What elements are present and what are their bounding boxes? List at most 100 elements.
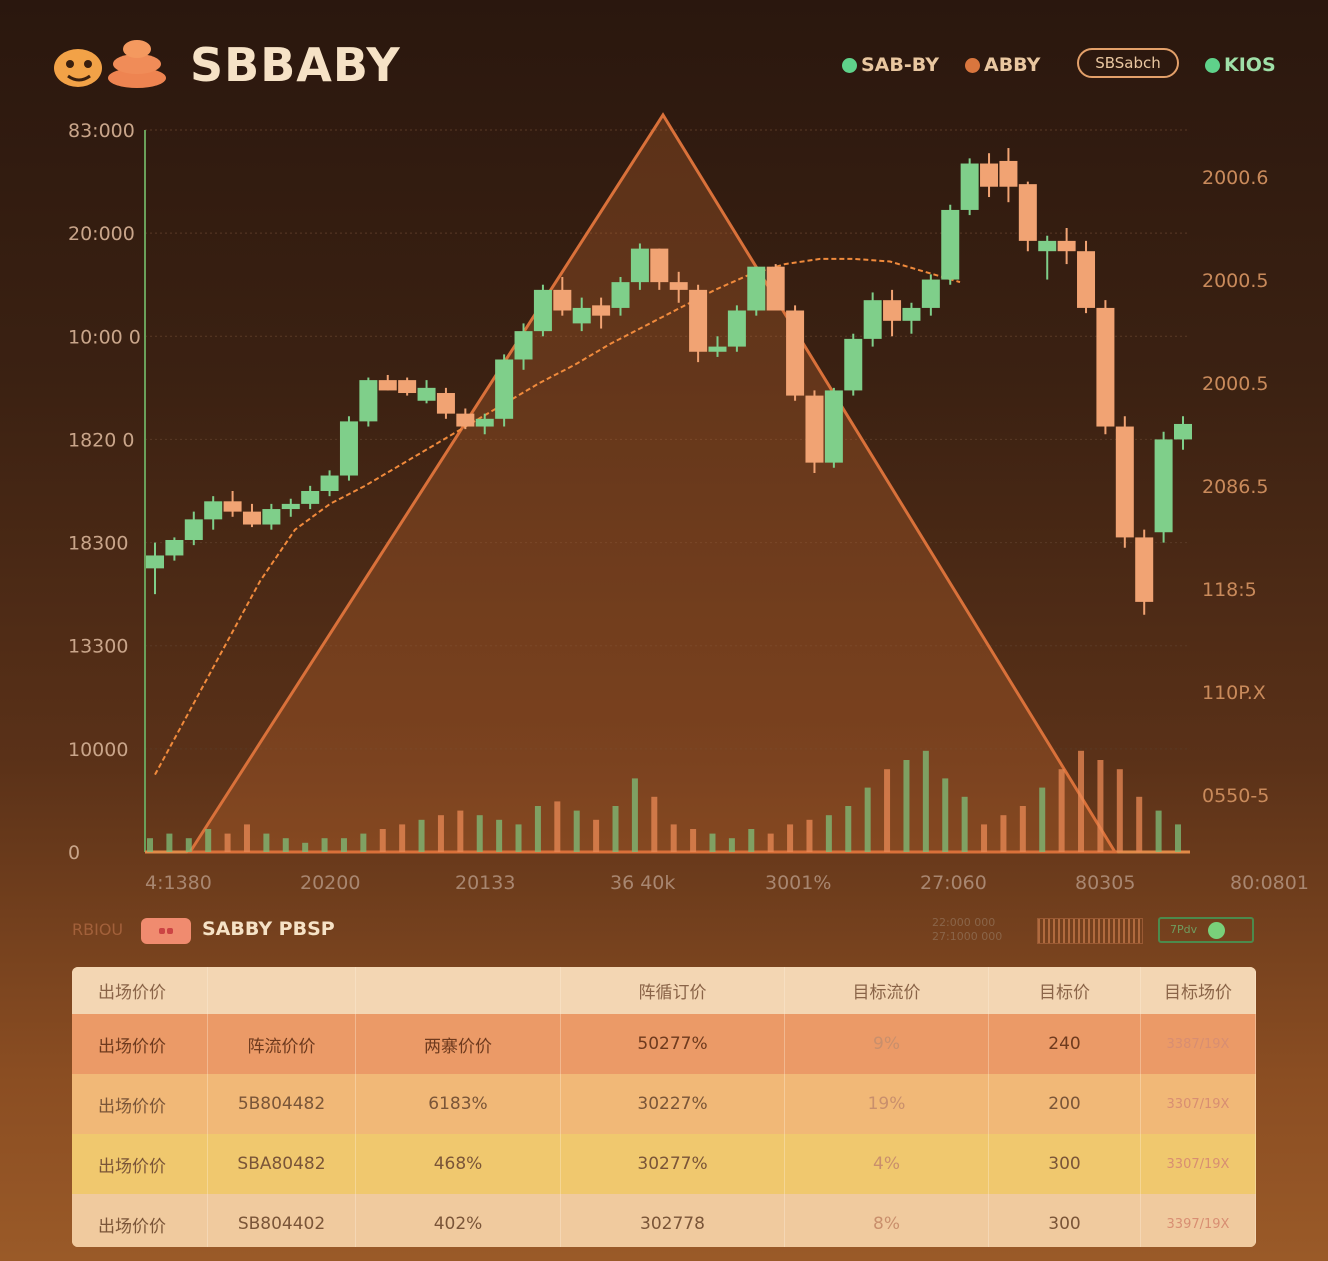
candle-body bbox=[592, 305, 611, 316]
candle-body bbox=[980, 163, 999, 187]
x-tick-label: 4:1380 bbox=[145, 872, 212, 894]
candle-body bbox=[320, 475, 339, 491]
candle-body bbox=[883, 300, 902, 321]
table-row[interactable]: 出场价价 5B804482 6183% 30227% 19% 200 3307/… bbox=[72, 1074, 1256, 1134]
candle-body bbox=[262, 509, 281, 525]
mode-toggle[interactable]: 7Pdv bbox=[1158, 917, 1254, 943]
y-tick-label: 1820 0 bbox=[68, 429, 134, 451]
candle-body bbox=[339, 421, 358, 476]
y-tick-label: 10000 bbox=[68, 739, 128, 761]
table-header: 目标场价 bbox=[1140, 967, 1256, 1014]
right-tick-label: 118:5 bbox=[1202, 579, 1257, 601]
volume-bar bbox=[1039, 787, 1046, 852]
table-cell: 468% bbox=[355, 1134, 561, 1194]
volume-bar bbox=[263, 833, 270, 852]
table-cell: 两寨价价 bbox=[355, 1014, 561, 1074]
candle-body bbox=[1135, 537, 1154, 602]
legend-dot-icon bbox=[842, 57, 857, 73]
candle-body bbox=[359, 380, 378, 422]
volume-bar bbox=[457, 810, 464, 852]
candle-body bbox=[844, 338, 863, 391]
legend-label: ABBY bbox=[984, 54, 1041, 76]
right-tick-label: 110P.X bbox=[1202, 682, 1266, 704]
candle-body bbox=[747, 266, 766, 311]
table-cell: 30277% bbox=[560, 1134, 785, 1194]
volume-bar bbox=[864, 787, 871, 852]
price-chart: 83:000 20:000 10:00 0 1820 0 18300 13300 10000… bbox=[68, 112, 1309, 894]
volume-bar bbox=[1078, 750, 1085, 852]
pair-code: RBIOU bbox=[72, 920, 124, 939]
volume-bar bbox=[690, 829, 697, 852]
volume-bar bbox=[1175, 824, 1181, 852]
volume-bar bbox=[418, 819, 425, 852]
table-cell: 240 bbox=[988, 1014, 1141, 1074]
volume-bar bbox=[767, 833, 774, 852]
volume-bar bbox=[302, 842, 309, 852]
search-button[interactable]: SBSabch bbox=[1077, 48, 1179, 78]
toggle-knob-icon bbox=[1208, 922, 1225, 939]
candle-body bbox=[146, 555, 164, 569]
moving-average-line bbox=[154, 257, 961, 776]
candle-body bbox=[921, 279, 940, 308]
candle-body bbox=[572, 307, 591, 324]
candle-body bbox=[475, 418, 494, 427]
table-row[interactable]: 出场价价 SB804402 402% 302778 8% 300 3397/19… bbox=[72, 1194, 1256, 1247]
pair-toggle-button[interactable] bbox=[141, 918, 191, 944]
volume-bar bbox=[1136, 796, 1143, 852]
table-row[interactable]: 出场价价 SBA80482 468% 30277% 4% 300 3307/19… bbox=[72, 1134, 1256, 1194]
volume-bar bbox=[981, 824, 988, 852]
volume-bar bbox=[1155, 810, 1162, 852]
app-header: SBBABY SAB-BY ABBY SBSabch KIOS bbox=[0, 0, 1328, 120]
right-tick-label: 0550-5 bbox=[1202, 785, 1269, 807]
table-cell: 5B804482 bbox=[207, 1074, 356, 1134]
x-tick-label: 36 40k bbox=[610, 872, 675, 894]
legend-item-sabby: SAB-BY bbox=[842, 54, 939, 76]
candle-body bbox=[786, 310, 805, 396]
volume-slider[interactable] bbox=[1037, 918, 1143, 944]
volume-bar bbox=[476, 815, 483, 852]
volume-bar bbox=[321, 838, 328, 852]
table-cell: 8% bbox=[784, 1194, 989, 1247]
candle-body bbox=[1115, 426, 1134, 538]
volume-bar bbox=[728, 838, 735, 852]
candle-body bbox=[398, 380, 417, 394]
y-tick-label: 13300 bbox=[68, 636, 128, 658]
candle-body bbox=[436, 393, 455, 414]
candle-body bbox=[941, 209, 960, 280]
candle-body bbox=[1096, 307, 1115, 427]
candle-body bbox=[650, 248, 669, 283]
brand-title: SBBABY bbox=[190, 38, 401, 92]
volume-bar bbox=[399, 824, 406, 852]
table-cell: 300 bbox=[988, 1134, 1141, 1194]
table-cell: 302778 bbox=[560, 1194, 785, 1247]
legend-dot-icon bbox=[965, 57, 980, 73]
volume-bar bbox=[379, 829, 386, 852]
y-tick-label: 83:000 bbox=[68, 120, 135, 142]
candle-body bbox=[223, 501, 242, 512]
table-row[interactable]: 出场价价 阵流价价 两寨价价 50277% 9% 240 3387/19X bbox=[72, 1014, 1256, 1074]
x-tick-label: 80305 bbox=[1075, 872, 1135, 894]
volume-bar bbox=[496, 819, 503, 852]
volume-bar bbox=[806, 819, 813, 852]
candle-body bbox=[533, 289, 552, 332]
volume-bar bbox=[1058, 769, 1065, 852]
volume-bar bbox=[903, 760, 910, 852]
candle-body bbox=[165, 539, 184, 556]
right-tick-label: 2000.5 bbox=[1202, 373, 1268, 395]
candle-body bbox=[1077, 251, 1096, 308]
candle-body bbox=[456, 413, 475, 427]
volume-bar bbox=[340, 838, 347, 852]
table-cell: 3307/19X bbox=[1140, 1074, 1256, 1134]
candle-body bbox=[553, 289, 572, 311]
volume-bar bbox=[1000, 815, 1007, 852]
volume-bar bbox=[825, 815, 832, 852]
table-cell: 30227% bbox=[560, 1074, 785, 1134]
volume-bar bbox=[593, 819, 600, 852]
table-header-row: 出场价价 阵循订价 目标流价 目标价 目标场价 bbox=[72, 967, 1256, 1014]
candle-body bbox=[1174, 423, 1192, 440]
legend-item-abby: ABBY bbox=[965, 54, 1040, 76]
candle-body bbox=[301, 491, 320, 504]
candle-body bbox=[1154, 439, 1173, 533]
candle-body bbox=[281, 503, 300, 510]
table-cell: 402% bbox=[355, 1194, 561, 1247]
